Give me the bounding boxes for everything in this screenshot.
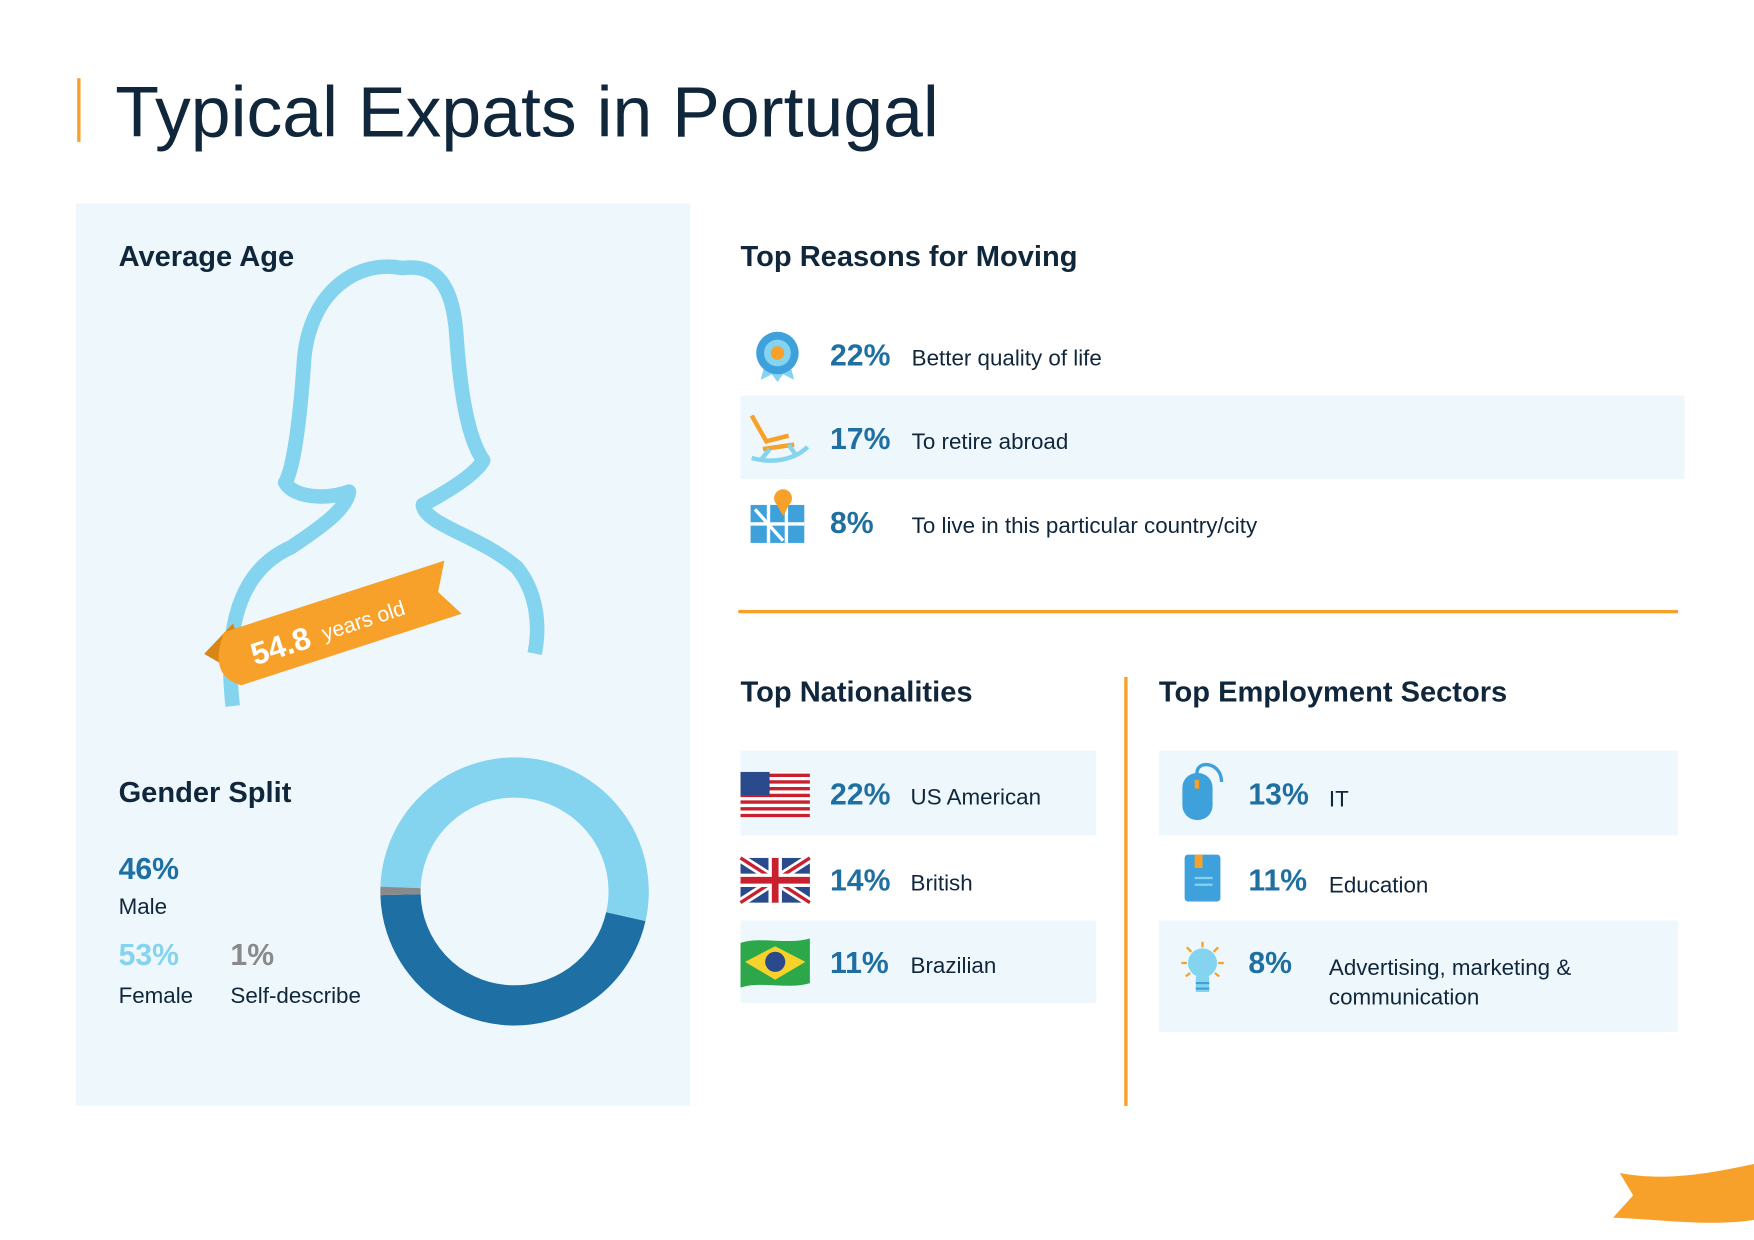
donut-chart — [380, 757, 649, 1026]
item-label: To live in this particular country/city — [912, 513, 1258, 538]
item-label: communication — [1329, 984, 1479, 1009]
item-label: To retire abroad — [912, 429, 1069, 454]
age-ribbon: 54.8 years old — [204, 560, 462, 686]
gender-percent: 46% — [119, 853, 180, 886]
silhouette — [223, 259, 545, 707]
row-band — [1158, 920, 1678, 1033]
title-accent — [77, 78, 81, 142]
divider — [1124, 676, 1128, 1106]
flag-us — [740, 771, 810, 818]
icon-part — [758, 443, 799, 462]
percent: 11% — [830, 947, 889, 980]
icon-part — [765, 951, 786, 972]
donut-segment — [380, 757, 649, 922]
icon-medal — [756, 331, 799, 383]
icon-part — [1182, 773, 1213, 820]
icon-map — [750, 489, 805, 543]
icon-part — [740, 773, 810, 818]
section-heading: Average Age — [119, 241, 295, 273]
icon-part — [1181, 941, 1224, 978]
percent: 11% — [1248, 864, 1307, 897]
page-title: Typical Expats in Portugal — [115, 72, 939, 152]
sectors-list: 13% IT 11% Education 8% Advertising, marketin… — [1248, 778, 1571, 1009]
row-band — [1158, 750, 1678, 836]
icon-part — [770, 346, 785, 360]
item-label: Education — [1329, 873, 1428, 898]
corner-ribbon — [1613, 1164, 1754, 1223]
gender-label: Self-describe — [230, 983, 360, 1008]
gender-label: Female — [119, 983, 194, 1008]
divider — [738, 609, 1678, 614]
icon-part — [1195, 981, 1210, 990]
section-heading: Gender Split — [119, 777, 292, 809]
icon-part — [1194, 779, 1200, 789]
icon-rocking-chair — [749, 414, 810, 463]
icon-part — [1194, 854, 1203, 868]
item-label: Advertising, marketing & — [1329, 955, 1571, 980]
icon-part — [750, 504, 805, 543]
percent: 8% — [830, 507, 874, 540]
flag-uk — [738, 854, 813, 907]
section-heading: Top Reasons for Moving — [741, 241, 1078, 273]
icon-mouse — [1182, 763, 1224, 820]
icon-part — [751, 445, 810, 463]
icon-part — [749, 414, 790, 444]
row-band — [740, 395, 1685, 480]
percent: 8% — [1248, 947, 1292, 980]
gender-label: Male — [119, 894, 167, 919]
icon-part — [740, 771, 770, 796]
section-heading: Top Employment Sectors — [1159, 677, 1507, 709]
icon-bulb — [1181, 941, 1224, 992]
percent: 22% — [830, 339, 891, 372]
item-label: British — [911, 870, 973, 895]
reasons-list: 22% Better quality of life 17% To retire ab… — [830, 339, 1258, 540]
percent: 13% — [1248, 778, 1309, 811]
item-label: IT — [1329, 787, 1349, 812]
ribbon — [218, 560, 462, 686]
icon-part — [775, 501, 791, 517]
flag-brazil — [740, 938, 810, 988]
gender-percent: 53% — [119, 939, 180, 972]
item-label: US American — [911, 784, 1041, 809]
nationalities-list: 22% US American 14% British 11% Brazilian — [830, 778, 1041, 980]
gender-legend: 46% Male 53% Female 1% Self-describe — [119, 853, 361, 1008]
item-label: Better quality of life — [912, 345, 1102, 370]
percent: 17% — [830, 423, 891, 456]
icon-part — [1194, 876, 1213, 886]
icon-part — [740, 857, 810, 903]
section-heading: Top Nationalities — [741, 677, 973, 709]
icon-part — [1187, 948, 1218, 978]
donut-segment — [380, 893, 646, 1026]
gender-percent: 1% — [230, 939, 274, 972]
item-label: Brazilian — [911, 953, 997, 978]
icon-book — [1184, 854, 1221, 902]
percent: 14% — [830, 864, 891, 897]
percent: 22% — [830, 778, 891, 811]
